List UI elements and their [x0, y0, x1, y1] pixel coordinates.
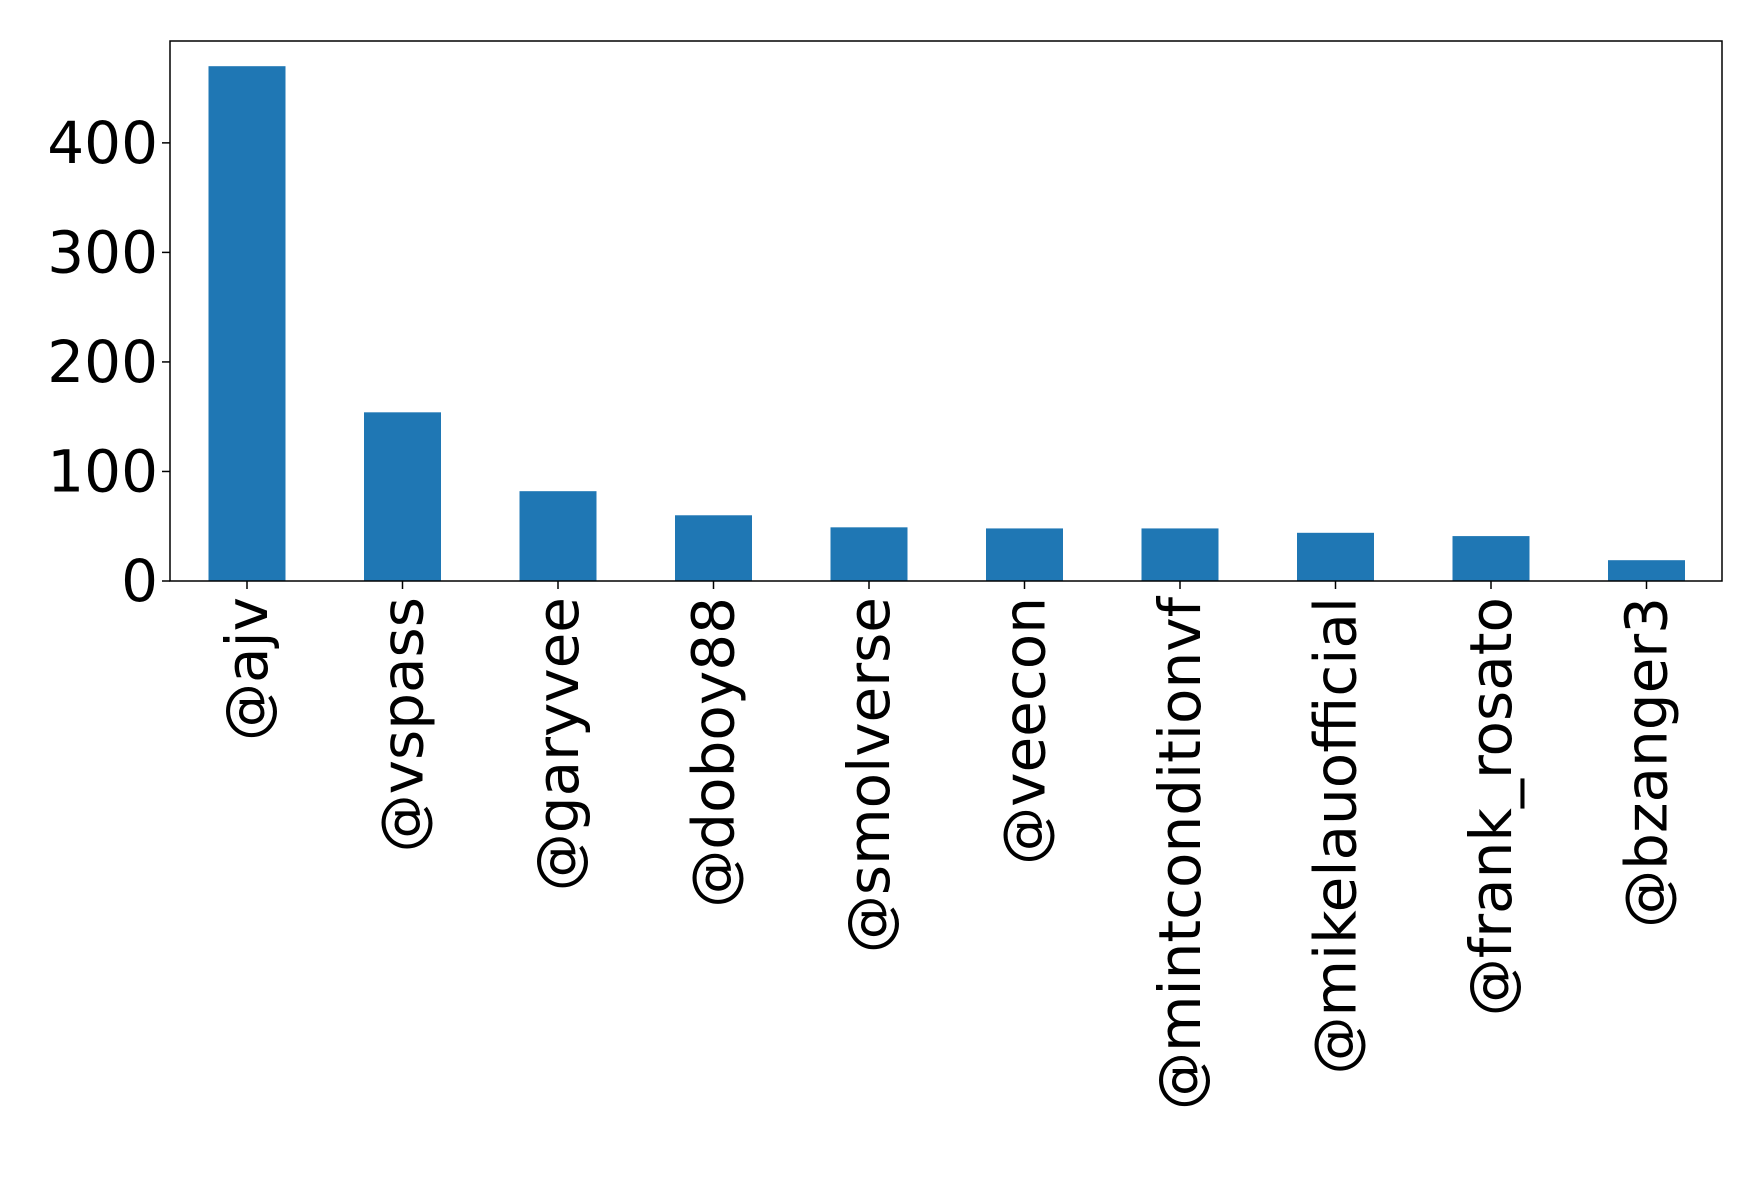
y-axis: 0 100 200 300 400: [47, 109, 170, 615]
x-tick-label: @ajv: [213, 597, 281, 741]
bar: [986, 528, 1063, 581]
y-tick-label: 300: [47, 218, 158, 286]
plot-frame: [169, 40, 1723, 582]
bars-layer: [208, 66, 1685, 582]
x-tick-label: @garyvee: [524, 597, 592, 891]
bar: [830, 527, 908, 581]
x-tick-label: @frank_rosato: [1457, 597, 1525, 1016]
x-tick-label: @doboy88: [680, 597, 748, 908]
bar: [1452, 536, 1530, 581]
y-tick-label: 400: [47, 109, 158, 177]
x-tick-label: @vspass: [369, 597, 437, 852]
bar: [519, 491, 597, 581]
bar: [675, 515, 752, 581]
x-tick-label: @bzanger3: [1613, 597, 1681, 928]
x-axis: @ajv @vspass @garyvee @doboy88 @smolverse @ve…: [213, 581, 1681, 1110]
bar: [1608, 560, 1685, 581]
bar: [1297, 532, 1374, 581]
bar: [208, 66, 286, 582]
x-tick-label: @mintconditionvf: [1146, 595, 1214, 1110]
x-tick-label: @veecon: [991, 597, 1059, 865]
y-tick-label: 200: [47, 328, 158, 396]
bar: [364, 412, 441, 581]
bar: [1141, 528, 1219, 581]
x-tick-label: @smolverse: [835, 597, 903, 953]
y-tick-label: 0: [121, 547, 158, 615]
y-tick-label: 100: [47, 437, 158, 505]
x-tick-label: @mikelauofficial: [1302, 597, 1370, 1074]
